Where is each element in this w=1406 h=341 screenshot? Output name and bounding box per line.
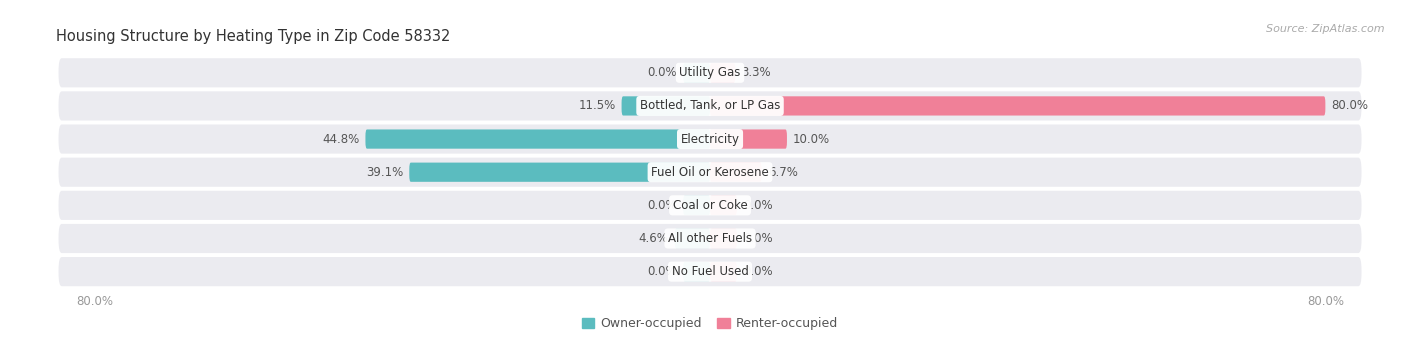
FancyBboxPatch shape (683, 63, 710, 83)
FancyBboxPatch shape (409, 163, 710, 182)
FancyBboxPatch shape (683, 262, 710, 281)
FancyBboxPatch shape (59, 191, 1361, 220)
Text: Source: ZipAtlas.com: Source: ZipAtlas.com (1267, 24, 1385, 34)
FancyBboxPatch shape (710, 229, 737, 248)
Text: 10.0%: 10.0% (793, 133, 830, 146)
Text: 11.5%: 11.5% (578, 100, 616, 113)
Text: 44.8%: 44.8% (322, 133, 360, 146)
FancyBboxPatch shape (59, 158, 1361, 187)
Text: 3.3%: 3.3% (741, 66, 770, 79)
Text: Electricity: Electricity (681, 133, 740, 146)
Legend: Owner-occupied, Renter-occupied: Owner-occupied, Renter-occupied (576, 312, 844, 335)
Text: Housing Structure by Heating Type in Zip Code 58332: Housing Structure by Heating Type in Zip… (56, 29, 450, 44)
FancyBboxPatch shape (710, 262, 737, 281)
Text: 0.0%: 0.0% (744, 265, 773, 278)
FancyBboxPatch shape (710, 63, 735, 83)
Text: 0.0%: 0.0% (647, 199, 676, 212)
Text: 0.0%: 0.0% (744, 199, 773, 212)
FancyBboxPatch shape (59, 124, 1361, 154)
FancyBboxPatch shape (683, 196, 710, 215)
FancyBboxPatch shape (59, 257, 1361, 286)
Text: Bottled, Tank, or LP Gas: Bottled, Tank, or LP Gas (640, 100, 780, 113)
FancyBboxPatch shape (710, 196, 737, 215)
FancyBboxPatch shape (710, 96, 1326, 116)
Text: 0.0%: 0.0% (744, 232, 773, 245)
FancyBboxPatch shape (366, 130, 710, 149)
Text: 4.6%: 4.6% (638, 232, 668, 245)
FancyBboxPatch shape (59, 91, 1361, 120)
Text: 0.0%: 0.0% (647, 66, 676, 79)
Text: No Fuel Used: No Fuel Used (672, 265, 748, 278)
Text: Coal or Coke: Coal or Coke (672, 199, 748, 212)
FancyBboxPatch shape (59, 58, 1361, 87)
FancyBboxPatch shape (59, 224, 1361, 253)
Text: 6.7%: 6.7% (768, 166, 797, 179)
Text: Utility Gas: Utility Gas (679, 66, 741, 79)
Text: Fuel Oil or Kerosene: Fuel Oil or Kerosene (651, 166, 769, 179)
Text: 0.0%: 0.0% (647, 265, 676, 278)
Text: 80.0%: 80.0% (1331, 100, 1368, 113)
FancyBboxPatch shape (675, 229, 710, 248)
FancyBboxPatch shape (710, 163, 762, 182)
FancyBboxPatch shape (710, 130, 787, 149)
Text: All other Fuels: All other Fuels (668, 232, 752, 245)
Text: 39.1%: 39.1% (366, 166, 404, 179)
FancyBboxPatch shape (621, 96, 710, 116)
